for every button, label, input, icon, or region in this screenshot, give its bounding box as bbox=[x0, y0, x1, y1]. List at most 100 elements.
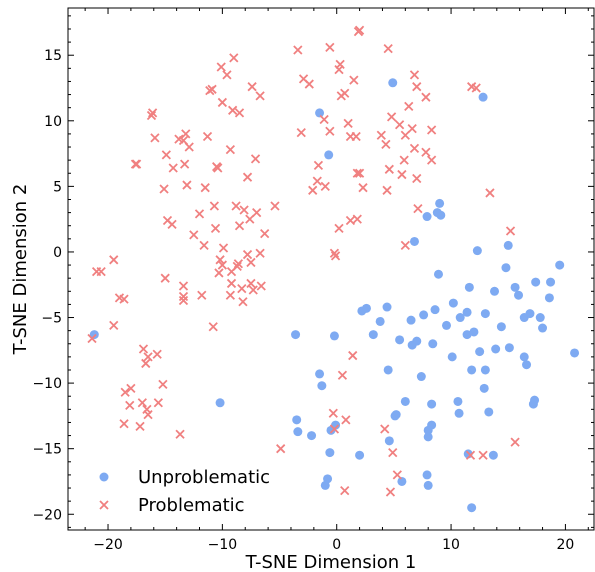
unproblematic-point bbox=[384, 436, 394, 446]
problematic-point bbox=[409, 143, 420, 153]
problematic-point bbox=[182, 180, 192, 190]
problematic-point bbox=[400, 130, 410, 140]
problematic-point bbox=[255, 248, 265, 258]
problematic-point bbox=[119, 419, 129, 429]
problematic-point bbox=[345, 215, 356, 226]
problematic-point bbox=[313, 160, 324, 171]
problematic-point bbox=[242, 172, 253, 182]
unproblematic-point bbox=[355, 450, 365, 460]
problematic-point bbox=[138, 344, 149, 354]
problematic-point bbox=[335, 59, 345, 70]
unproblematic-point bbox=[453, 396, 463, 406]
unproblematic-point bbox=[480, 309, 490, 319]
problematic-point bbox=[397, 169, 407, 180]
x-tick-label: 10 bbox=[442, 537, 460, 553]
x-axis-label: T-SNE Dimension 1 bbox=[245, 552, 417, 572]
plot-frame bbox=[67, 7, 595, 531]
problematic-point bbox=[178, 291, 189, 302]
unproblematic-point bbox=[544, 293, 554, 303]
data-points bbox=[87, 25, 580, 513]
problematic-point bbox=[354, 168, 365, 178]
problematic-point bbox=[409, 70, 420, 80]
unproblematic-point bbox=[490, 286, 500, 296]
unproblematic-point bbox=[215, 398, 225, 408]
problematic-point bbox=[351, 131, 361, 142]
problematic-point bbox=[237, 284, 247, 294]
problematic-point bbox=[341, 415, 351, 425]
problematic-point bbox=[225, 145, 236, 155]
tick-labels: −20 −10 0 10 20 −20 −15 −10 −5 0 5 10 15 bbox=[32, 48, 574, 553]
problematic-point bbox=[222, 70, 232, 80]
problematic-point bbox=[421, 92, 431, 102]
x-tick-label: −20 bbox=[93, 537, 123, 553]
problematic-point bbox=[217, 97, 228, 108]
unproblematic-point bbox=[324, 150, 334, 160]
problematic-point bbox=[412, 82, 422, 92]
problematic-point bbox=[209, 201, 220, 211]
unproblematic-point bbox=[422, 212, 432, 222]
problematic-point bbox=[381, 139, 391, 150]
problematic-point bbox=[382, 185, 392, 195]
legend-marker-problematic bbox=[99, 500, 109, 510]
problematic-point bbox=[207, 84, 217, 94]
problematic-point bbox=[197, 290, 207, 300]
problematic-point bbox=[352, 214, 362, 224]
problematic-point bbox=[465, 450, 476, 460]
unproblematic-point bbox=[423, 480, 433, 490]
problematic-point bbox=[330, 251, 341, 261]
unproblematic-point bbox=[361, 303, 371, 313]
unproblematic-point bbox=[510, 282, 520, 292]
problematic-point bbox=[126, 383, 136, 393]
problematic-point bbox=[248, 285, 258, 295]
unproblematic-point bbox=[412, 336, 422, 346]
problematic-point bbox=[394, 120, 405, 130]
problematic-point bbox=[260, 228, 270, 239]
problematic-point bbox=[159, 184, 169, 194]
unproblematic-point bbox=[480, 365, 490, 375]
problematic-point bbox=[143, 409, 153, 420]
problematic-point bbox=[208, 322, 218, 332]
problematic-point bbox=[478, 450, 488, 460]
unproblematic-point bbox=[89, 330, 99, 340]
problematic-point bbox=[380, 424, 390, 434]
unproblematic-point bbox=[491, 344, 501, 354]
problematic-point bbox=[167, 219, 177, 230]
unproblematic-point bbox=[522, 360, 532, 370]
unproblematic-point bbox=[430, 305, 440, 315]
problematic-point bbox=[352, 168, 362, 178]
problematic-point bbox=[485, 188, 495, 198]
problematic-point bbox=[328, 408, 338, 418]
problematic-point bbox=[218, 243, 229, 253]
problematic-point bbox=[343, 118, 353, 129]
problematic-point bbox=[141, 358, 151, 369]
problematic-point bbox=[250, 154, 261, 164]
problematic-point bbox=[175, 429, 185, 439]
legend-label-problematic: Problematic bbox=[138, 495, 245, 516]
problematic-point bbox=[400, 240, 410, 251]
problematic-point bbox=[229, 53, 239, 63]
problematic-point bbox=[232, 261, 242, 272]
y-tick-label: 15 bbox=[44, 48, 62, 64]
problematic-point bbox=[153, 398, 163, 408]
y-tick-label: −15 bbox=[32, 442, 62, 458]
problematic-point bbox=[125, 400, 135, 411]
problematic-point bbox=[96, 266, 106, 277]
problematic-point bbox=[135, 421, 145, 432]
problematic-point bbox=[109, 255, 119, 265]
problematic-point bbox=[137, 398, 147, 408]
problematic-point bbox=[184, 142, 194, 152]
problematic-point bbox=[189, 230, 199, 240]
y-tick-label: −5 bbox=[41, 311, 62, 327]
problematic-point bbox=[215, 255, 225, 265]
unproblematic-point bbox=[391, 410, 401, 420]
x-tick-label: 0 bbox=[332, 537, 341, 553]
problematic-point bbox=[245, 214, 255, 224]
unproblematic-point bbox=[427, 399, 437, 409]
unproblematic-point bbox=[530, 395, 540, 405]
unproblematic-point bbox=[422, 470, 432, 480]
unproblematic-point bbox=[433, 269, 443, 279]
unproblematic-point bbox=[441, 320, 451, 330]
unproblematic-point bbox=[323, 474, 333, 484]
unproblematic-point bbox=[504, 343, 514, 353]
